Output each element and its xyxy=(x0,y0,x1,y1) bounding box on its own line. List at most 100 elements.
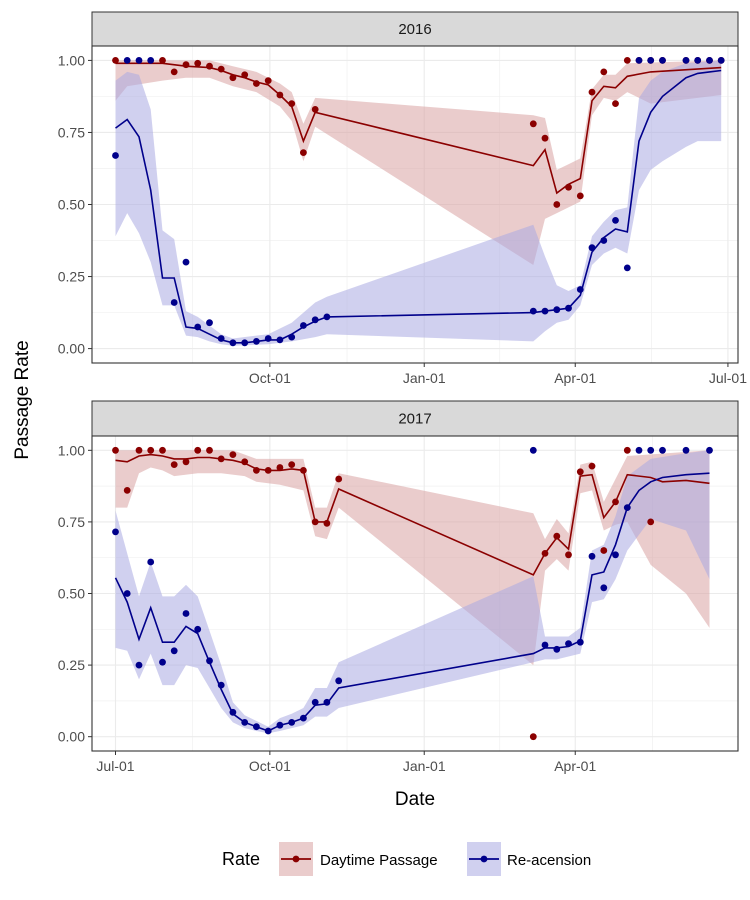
data-point-daytime xyxy=(194,59,202,67)
data-point-daytime xyxy=(565,551,572,559)
data-point-reascension xyxy=(659,57,666,64)
panel-strip-2017 xyxy=(91,400,739,437)
data-point-reascension xyxy=(706,446,713,454)
data-point-reascension xyxy=(623,264,631,272)
x-tick-label: Jan-01 xyxy=(403,370,446,386)
data-point-reascension xyxy=(147,57,155,64)
data-point-daytime xyxy=(229,74,237,82)
data-point-daytime xyxy=(576,468,584,476)
panel-strip-label-2017: 2017 xyxy=(398,411,431,428)
data-point-daytime xyxy=(311,106,319,113)
confidence-band-reascension xyxy=(115,450,710,734)
y-tick-label: 0.25 xyxy=(58,657,85,673)
data-point-reascension xyxy=(529,446,537,454)
data-point-reascension xyxy=(553,645,561,653)
x-tick-label: Apr-01 xyxy=(554,370,596,386)
data-point-reascension xyxy=(182,258,190,266)
data-point-daytime xyxy=(194,446,202,454)
data-point-reascension xyxy=(694,57,702,64)
data-point-reascension xyxy=(182,610,190,617)
data-point-daytime xyxy=(182,61,190,69)
data-point-reascension xyxy=(600,584,608,592)
legend-key-daytime xyxy=(279,842,313,876)
data-point-reascension xyxy=(300,714,307,722)
data-point-daytime xyxy=(147,446,155,454)
data-point-daytime xyxy=(288,100,296,107)
x-tick-label: Jan-01 xyxy=(403,758,446,774)
data-point-daytime xyxy=(612,498,619,506)
legend-label-reascension: Re-acension xyxy=(507,852,591,869)
data-point-reascension xyxy=(576,286,584,293)
data-point-reascension xyxy=(612,551,619,559)
y-tick-label: 0.25 xyxy=(58,269,85,285)
data-point-reascension xyxy=(170,647,178,655)
confidence-band-daytime xyxy=(115,60,722,266)
data-point-reascension xyxy=(217,335,225,342)
data-point-daytime xyxy=(612,100,619,107)
data-layer-2017 xyxy=(112,446,713,741)
data-point-reascension xyxy=(112,152,119,159)
data-point-reascension xyxy=(147,558,155,566)
data-point-reascension xyxy=(311,316,319,324)
data-point-reascension xyxy=(529,307,537,315)
y-tick-label: 0.75 xyxy=(58,514,85,530)
data-point-reascension xyxy=(323,313,331,321)
data-point-reascension xyxy=(206,657,213,665)
data-point-daytime xyxy=(170,461,178,468)
y-tick-label: 0.00 xyxy=(58,341,85,357)
data-point-daytime xyxy=(600,68,608,76)
data-point-reascension xyxy=(682,446,690,454)
legend-title: Rate xyxy=(222,849,260,869)
data-point-reascension xyxy=(659,446,666,454)
data-point-reascension xyxy=(253,723,260,731)
panel-2016: 2016 0.00 0.25 0.50 0.75 1.00 Oct-01 Jan-01 Apr-… xyxy=(58,11,747,386)
data-point-reascension xyxy=(135,57,143,64)
data-point-reascension xyxy=(576,638,584,646)
x-tick-label: Oct-01 xyxy=(249,758,291,774)
data-point-daytime xyxy=(182,458,190,466)
data-point-reascension xyxy=(229,708,237,716)
data-point-daytime xyxy=(276,91,284,99)
data-point-reascension xyxy=(206,319,213,327)
data-point-reascension xyxy=(682,57,690,64)
data-point-reascension xyxy=(553,306,561,314)
data-point-daytime xyxy=(253,80,260,87)
data-point-reascension xyxy=(112,528,119,536)
data-point-daytime xyxy=(288,461,296,468)
data-point-reascension xyxy=(635,446,643,454)
data-point-reascension xyxy=(600,237,608,244)
data-point-daytime xyxy=(311,518,319,526)
data-point-reascension xyxy=(335,677,343,685)
data-point-reascension xyxy=(717,57,725,64)
data-point-daytime xyxy=(217,65,225,73)
data-point-reascension xyxy=(170,299,178,306)
data-point-daytime xyxy=(541,134,549,142)
data-point-reascension xyxy=(276,721,284,729)
data-point-daytime xyxy=(206,62,213,70)
data-point-daytime xyxy=(159,57,166,64)
data-point-daytime xyxy=(541,550,549,557)
data-point-reascension xyxy=(300,322,307,329)
legend-label-daytime: Daytime Passage xyxy=(320,852,438,869)
x-tick-label: Apr-01 xyxy=(554,758,596,774)
data-point-reascension xyxy=(565,304,572,312)
legend-key-reascension-point xyxy=(480,855,488,863)
panel-strip-2016 xyxy=(91,11,739,47)
data-point-daytime xyxy=(335,475,343,483)
data-point-daytime xyxy=(112,57,119,64)
data-point-reascension xyxy=(123,590,131,597)
data-point-daytime xyxy=(576,192,584,200)
data-point-reascension xyxy=(276,336,284,344)
data-point-reascension xyxy=(647,57,655,64)
data-point-reascension xyxy=(241,719,249,726)
data-point-reascension xyxy=(706,57,713,64)
data-point-reascension xyxy=(229,339,237,347)
data-point-reascension xyxy=(241,339,249,347)
data-point-daytime xyxy=(623,57,631,64)
data-point-daytime xyxy=(553,532,561,540)
data-point-daytime xyxy=(264,467,272,474)
data-point-daytime xyxy=(323,519,331,527)
confidence-band-daytime xyxy=(115,450,710,666)
data-point-daytime xyxy=(623,446,631,454)
